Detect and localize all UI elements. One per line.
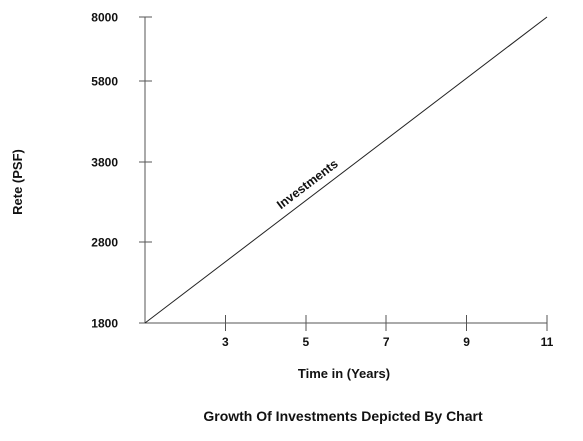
x-tick-label: 5 — [302, 335, 309, 349]
y-tick-label: 8000 — [91, 11, 118, 25]
y-ticks: 1800 2800 3800 5800 8000 — [91, 11, 152, 331]
y-tick-label: 3800 — [91, 156, 118, 170]
x-tick-label: 11 — [541, 335, 554, 349]
axes — [144, 17, 547, 324]
x-axis-title: Time in (Years) — [298, 366, 390, 381]
y-tick-label: 2800 — [91, 236, 118, 250]
series-label-investments: Investments — [274, 157, 341, 212]
series-line-investments — [144, 16, 548, 324]
series-layer: Investments — [144, 16, 548, 324]
y-tick-label: 1800 — [91, 317, 118, 331]
y-axis-title: Rete (PSF) — [10, 149, 25, 215]
x-tick-label: 3 — [222, 335, 229, 349]
y-tick-label: 5800 — [91, 75, 118, 89]
chart-title: Growth Of Investments Depicted By Chart — [203, 408, 483, 424]
x-tick-label: 9 — [463, 335, 470, 349]
x-ticks: 3 5 7 9 11 — [222, 315, 554, 349]
x-tick-label: 7 — [383, 335, 390, 349]
